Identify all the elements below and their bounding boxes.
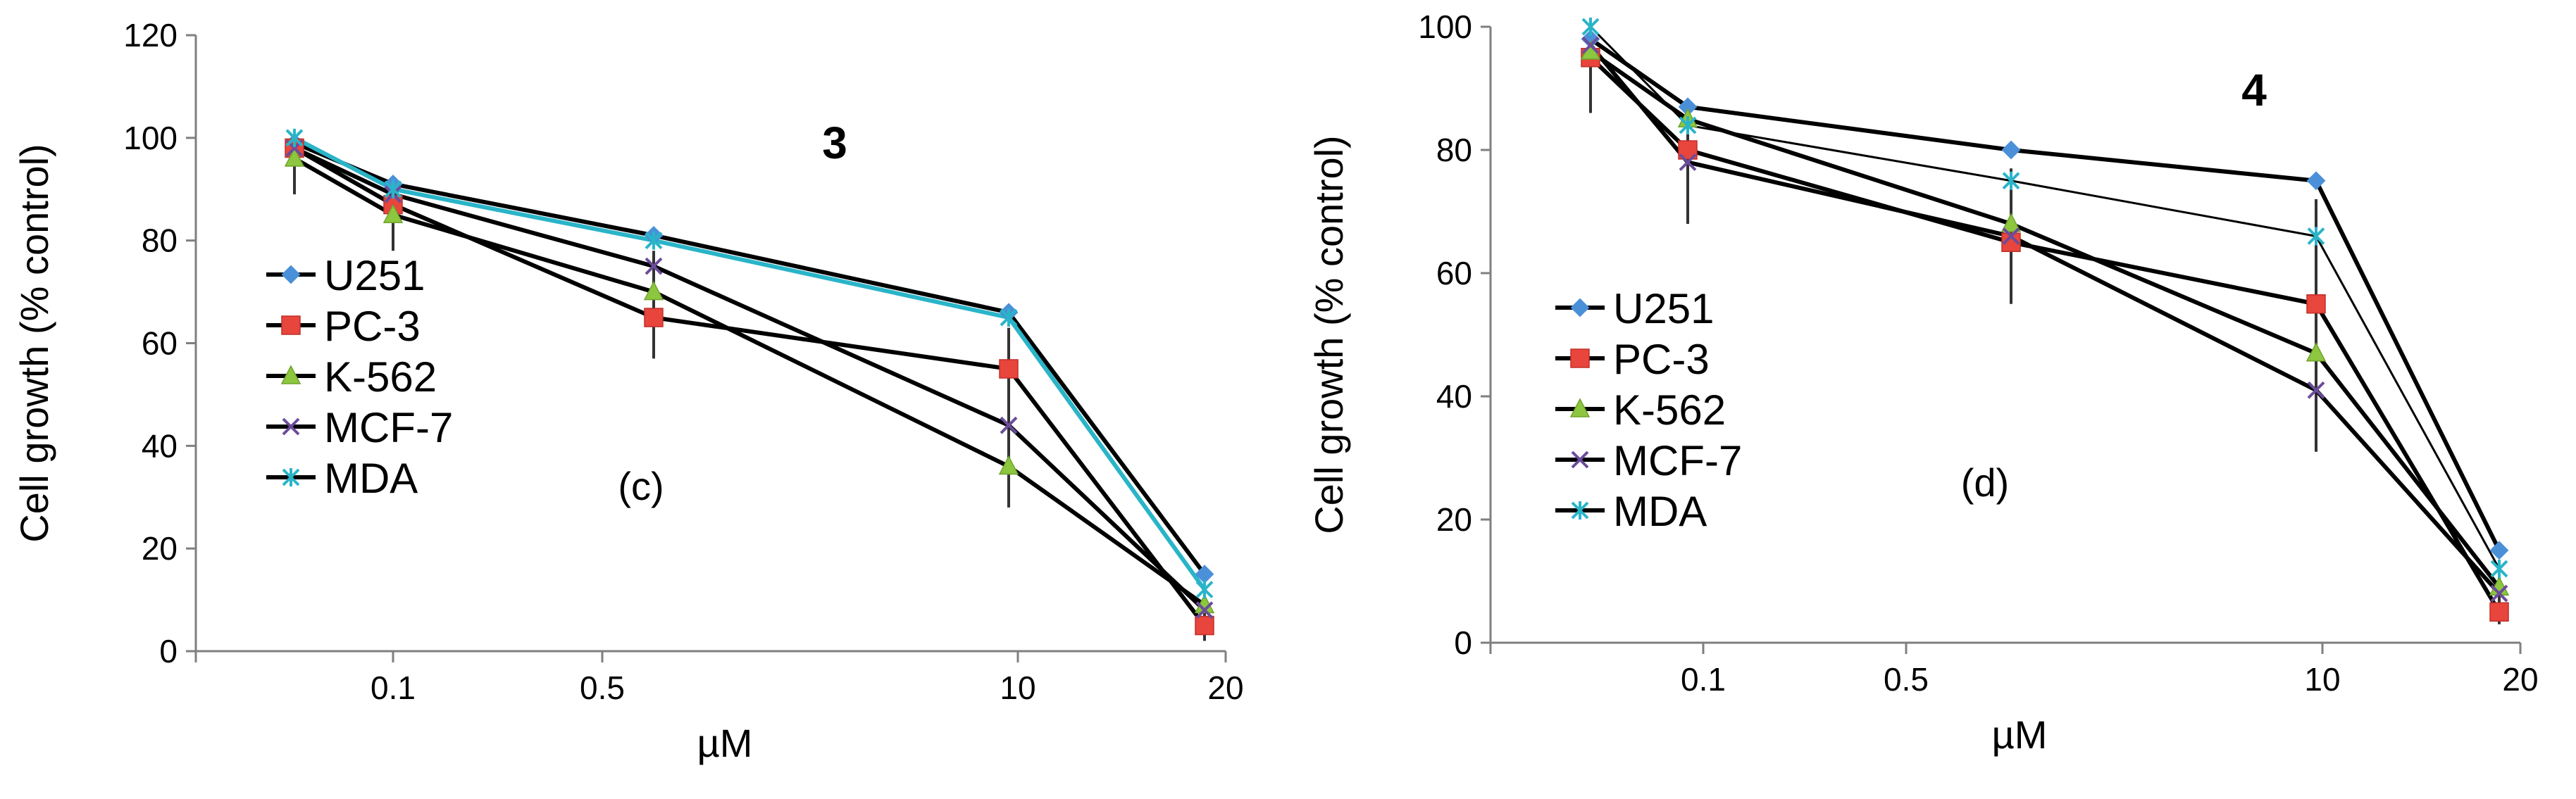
y-tick-label: 60 (142, 325, 178, 362)
y-tick-label: 0 (159, 633, 178, 669)
y-tick-label: 20 (142, 530, 178, 567)
y-tick-label: 60 (1436, 255, 1472, 291)
marker-pc-3-4 (2489, 602, 2509, 622)
y-axis-label: Cell growth (% control) (12, 144, 56, 542)
marker-mcf-7-legend (1571, 451, 1589, 469)
marker-mcf-7-2 (2002, 227, 2020, 245)
x-tick-label: 20 (2502, 661, 2538, 698)
chart-title: 4 (2241, 65, 2267, 115)
series-line-mda (1589, 25, 2501, 570)
marker-k-562-legend (1569, 398, 1591, 417)
y-tick-label: 80 (1436, 132, 1472, 168)
marker-mda-2 (2002, 171, 2020, 190)
marker-mcf-7-4 (2490, 584, 2508, 603)
marker-mcf-7-0 (1581, 36, 1600, 54)
marker-u251-4 (2489, 541, 2509, 560)
marker-k-562-0 (284, 147, 305, 167)
y-tick-label: 120 (123, 17, 178, 54)
legend-label-pc-3: PC-3 (324, 303, 421, 350)
marker-mcf-7-4 (1195, 601, 1214, 619)
marker-k-562-3 (2306, 342, 2327, 362)
marker-k-562-2 (643, 280, 664, 301)
marker-k-562-3 (998, 455, 1019, 475)
x-axis-label: µM (697, 721, 753, 765)
marker-mda-1 (1679, 116, 1697, 134)
x-tick-label: 0.1 (371, 669, 416, 706)
legend-label-mda: MDA (1613, 488, 1707, 535)
marker-mda-legend (282, 468, 300, 486)
chart-title: 3 (822, 118, 847, 168)
legend-label-u251: U251 (324, 252, 425, 299)
series-line-pc-3 (1588, 56, 2501, 613)
marker-mda-3 (2307, 227, 2325, 246)
x-axis-label: µM (1992, 712, 2048, 757)
marker-pc-3-4 (1195, 615, 1214, 636)
y-tick-label: 100 (1418, 8, 1472, 45)
x-tick-label: 10 (1000, 669, 1035, 706)
chart-panel-c: 0 20 40 60 80 100 120 0.1 0.5 10 20 µM Cell growth (… (12, 17, 1244, 765)
legend-label-mda: MDA (324, 455, 418, 502)
x-tick-label: 0.5 (1884, 661, 1929, 698)
marker-mda-4 (1195, 580, 1214, 599)
marker-k-562-1 (382, 203, 404, 223)
marker-pc-3-legend (1570, 348, 1590, 368)
marker-pc-3-legend (281, 315, 301, 335)
y-tick-label: 40 (142, 427, 178, 464)
legend-label-u251: U251 (1613, 285, 1714, 332)
x-tick-label: 20 (1207, 669, 1243, 706)
marker-mda-legend (1571, 501, 1589, 520)
x-tick-label: 0.5 (580, 669, 625, 706)
panel-label: (d) (1961, 460, 2009, 505)
legend-label-pc-3: PC-3 (1613, 336, 1710, 383)
y-tick-label: 20 (1436, 501, 1472, 538)
y-tick-label: 80 (142, 222, 178, 259)
chart-panel-d: 0 20 40 60 80 100 0.1 0.5 10 20 µM Cell growth (% c… (1307, 8, 2539, 757)
marker-k-562-legend (280, 365, 301, 384)
x-tick-label: 0.1 (1681, 661, 1726, 698)
y-axis-label: Cell growth (% control) (1307, 135, 1351, 534)
marker-u251-2 (2001, 140, 2021, 160)
panel-label: (c) (618, 464, 664, 508)
marker-mda-1 (384, 180, 402, 199)
legend-label-k-562: K-562 (1613, 386, 1726, 434)
marker-mcf-7-3 (1000, 416, 1018, 434)
marker-mda-0 (1581, 18, 1600, 36)
marker-mda-3 (1000, 308, 1018, 327)
x-tick-label: 10 (2304, 661, 2340, 698)
marker-mcf-7-legend (282, 417, 300, 436)
marker-mda-0 (285, 128, 304, 147)
marker-mda-4 (2490, 560, 2508, 578)
marker-mcf-7-2 (645, 257, 663, 275)
marker-mcf-7-3 (2307, 381, 2325, 399)
marker-mcf-7-1 (1679, 153, 1697, 171)
marker-pc-3-2 (644, 308, 664, 327)
y-tick-label: 40 (1436, 378, 1472, 415)
legend-label-mcf-7: MCF-7 (324, 404, 453, 451)
marker-mda-2 (645, 231, 663, 250)
marker-u251-legend (1570, 298, 1590, 317)
legend-label-k-562: K-562 (324, 353, 437, 401)
marker-pc-3-3 (2306, 294, 2326, 314)
marker-u251-3 (2306, 171, 2326, 191)
marker-k-562-2 (2001, 213, 2022, 232)
marker-u251-legend (281, 265, 301, 284)
y-tick-label: 100 (123, 120, 178, 156)
marker-pc-3-3 (999, 359, 1019, 379)
legend-label-mcf-7: MCF-7 (1613, 437, 1742, 484)
y-tick-label: 0 (1454, 624, 1472, 661)
